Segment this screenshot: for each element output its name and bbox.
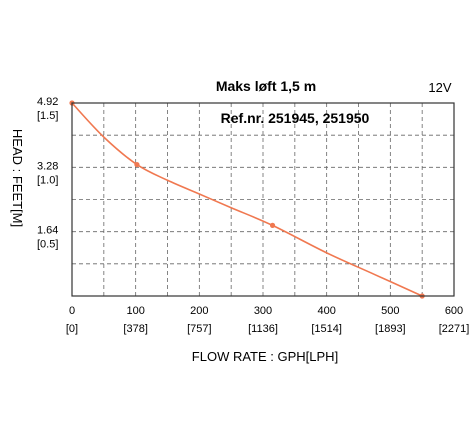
x-tick-label: 500 [381,305,399,317]
x-axis-label: FLOW RATE : GPH[LPH] [192,349,338,364]
data-point [269,222,276,228]
y-tick-label: 3.28 [37,160,58,172]
x-tick-sublabel: [1514] [311,323,342,335]
x-tick-sublabel: [0] [66,323,78,335]
x-tick-sublabel: [757] [187,323,211,335]
tick-labels: 0 [0] 100 [378] 200 [757] 300 [1136] 400 [1514] 50… [37,96,469,335]
series-line [71,102,423,297]
x-tick-label: 0 [69,305,75,317]
x-tick-label: 600 [445,305,463,317]
chart-subtitle: Ref.nr. 251945, 251950 [221,110,370,126]
y-tick-label: 4.92 [37,96,58,108]
x-tick-sublabel: [378] [123,323,147,335]
y-axis-label: HEAD : FEET[M] [10,129,25,227]
x-tick-sublabel: [1893] [375,323,406,335]
x-tick-label: 100 [126,305,144,317]
plot-frame [71,102,455,297]
x-tick-label: 200 [190,305,208,317]
x-tick-sublabel: [1136] [248,323,278,335]
x-tick-label: 300 [254,305,272,317]
y-tick-sublabel: [0.5] [37,239,58,251]
chart-title: Maks løft 1,5 m [216,78,316,94]
voltage-annotation: 12V [428,80,451,95]
x-tick-label: 400 [317,305,335,317]
grid [72,103,454,296]
data-point [134,161,140,168]
x-tick-sublabel: [2271] [439,323,470,335]
y-tick-sublabel: [1.5] [37,110,58,122]
y-tick-sublabel: [1.0] [37,174,58,186]
y-tick-label: 1.64 [37,225,58,237]
